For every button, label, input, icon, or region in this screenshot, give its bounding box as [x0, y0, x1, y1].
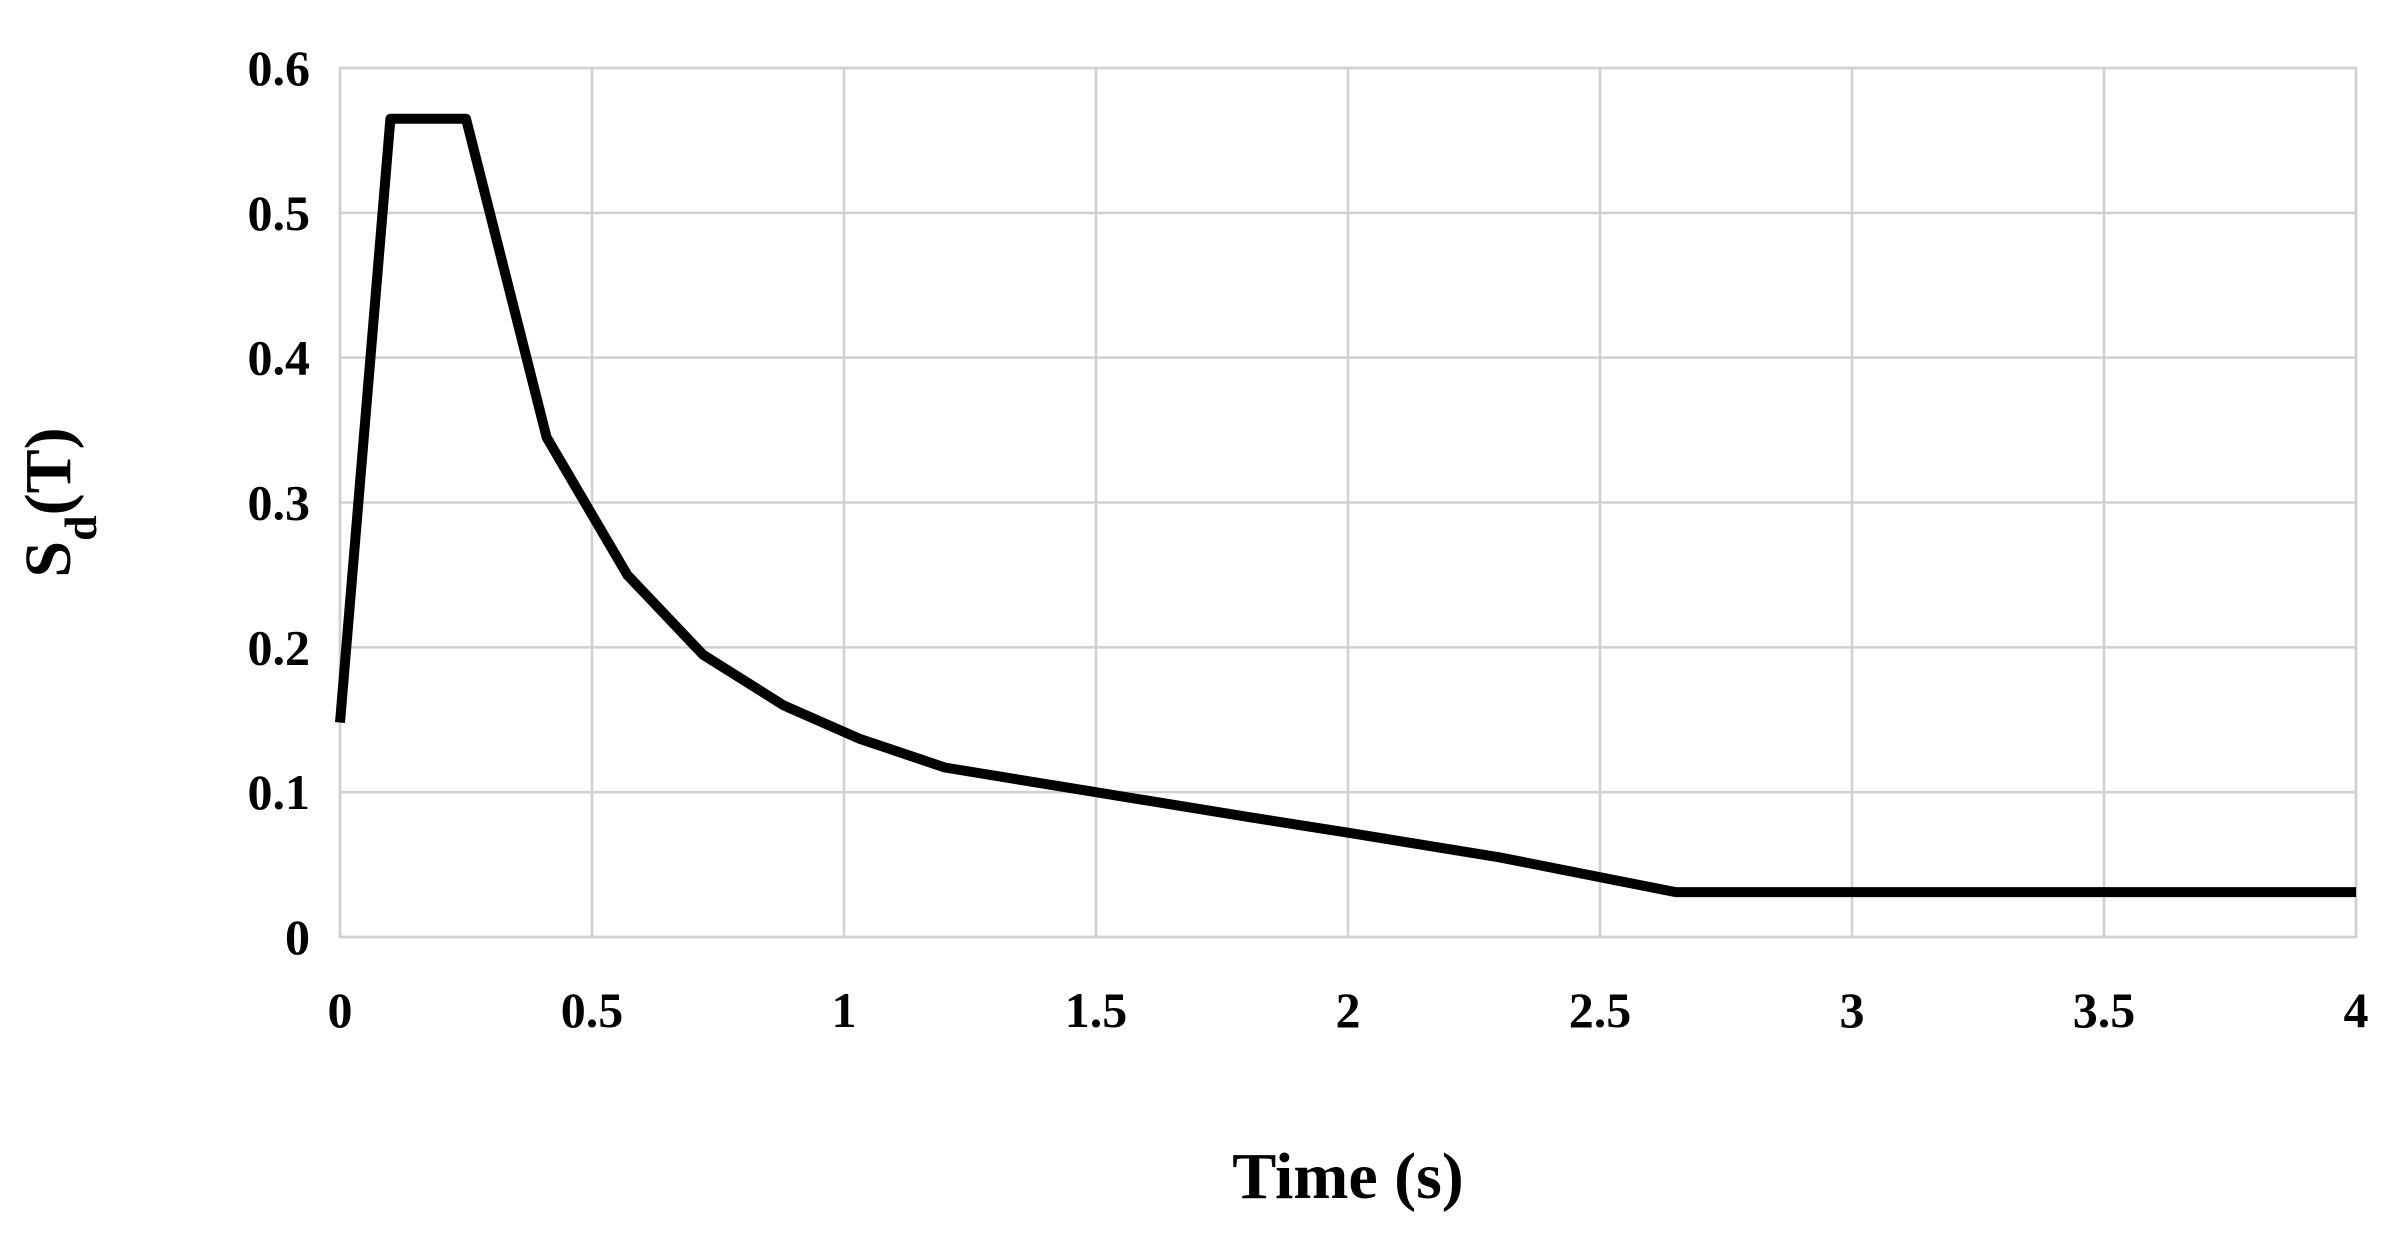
y-tick-label: 0.2 [248, 619, 311, 675]
x-tick-label: 3 [1840, 982, 1865, 1038]
grid [338, 66, 2358, 939]
y-tick-label: 0.3 [248, 475, 311, 531]
x-tick-label: 1.5 [1065, 982, 1128, 1038]
y-tick-label: 0 [285, 909, 310, 965]
y-axis-title-main: S [12, 541, 85, 578]
y-axis-title-subscript: d [55, 515, 106, 541]
y-tick-label: 0.5 [248, 185, 311, 241]
x-axis-tick-labels: 0 0.5 1 1.5 2 2.5 3 3.5 4 [328, 982, 2369, 1038]
series-layer [335, 113, 2356, 898]
y-axis-title-tail: (T) [12, 427, 85, 515]
y-tick-label: 0.4 [248, 330, 311, 386]
y-tick-label: 0.1 [248, 764, 311, 820]
x-axis-title: Time (s) [1232, 1140, 1464, 1213]
y-axis-title: Sd(T) [12, 427, 106, 577]
x-tick-label: 0.5 [561, 982, 624, 1038]
plot-area-frame [338, 66, 2358, 939]
x-tick-label: 4 [2344, 982, 2369, 1038]
x-tick-label: 0 [328, 982, 353, 1038]
y-axis-tick-labels: 0 0.1 0.2 0.3 0.4 0.5 0.6 [248, 40, 311, 965]
x-tick-label: 1 [832, 982, 857, 1038]
y-tick-label: 0.6 [248, 40, 311, 96]
series-line [335, 113, 2356, 898]
x-tick-label: 2.5 [1569, 982, 1632, 1038]
x-tick-label: 2 [1336, 982, 1361, 1038]
x-tick-label: 3.5 [2073, 982, 2136, 1038]
